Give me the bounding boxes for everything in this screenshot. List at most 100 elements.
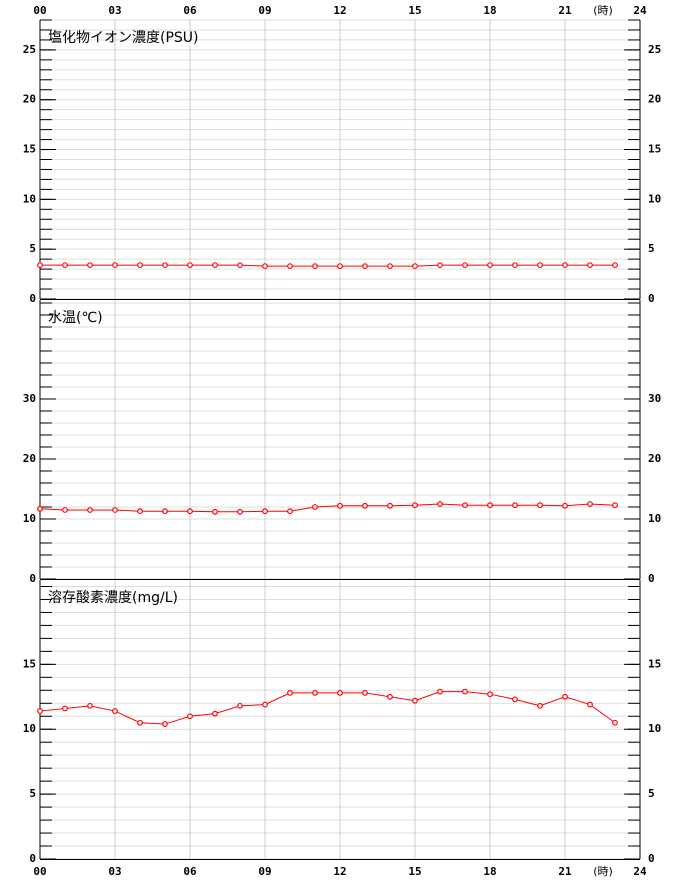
- data-point: [487, 502, 493, 509]
- data-point: [512, 262, 518, 269]
- data-point: [387, 263, 393, 270]
- x-tick-label: 09: [258, 865, 271, 878]
- x-tick-label: 18: [483, 4, 496, 17]
- x-tick-label: 12: [333, 4, 346, 17]
- data-point: [262, 263, 268, 270]
- data-point: [387, 502, 393, 509]
- y-tick-label: 25: [23, 43, 36, 56]
- panel-title: 塩化物イオン濃度(PSU): [48, 30, 199, 46]
- data-point: [562, 502, 568, 509]
- panel-title: 水温(℃): [48, 310, 103, 326]
- data-point: [162, 508, 168, 515]
- data-point: [137, 508, 143, 515]
- data-point: [87, 702, 93, 709]
- data-point: [587, 262, 593, 269]
- y-tick-label: 25: [648, 43, 661, 56]
- data-point: [37, 505, 43, 512]
- y-tick-label: 0: [648, 292, 655, 305]
- x-unit-label: (時): [593, 4, 613, 17]
- data-point: [262, 508, 268, 515]
- data-point: [112, 507, 118, 513]
- data-point: [362, 263, 368, 270]
- y-tick-label: 20: [23, 452, 36, 465]
- data-point: [462, 262, 468, 269]
- data-point: [312, 689, 318, 696]
- data-point: [37, 262, 43, 269]
- data-point: [612, 719, 618, 726]
- data-point: [587, 501, 593, 507]
- x-tick-label: 06: [183, 4, 197, 17]
- y-tick-label: 10: [648, 192, 661, 205]
- y-tick-label: 0: [29, 292, 36, 305]
- data-point: [612, 262, 618, 269]
- y-tick-label: 15: [648, 657, 661, 670]
- data-point: [62, 705, 68, 712]
- y-tick-label: 15: [648, 143, 661, 156]
- x-tick-label: 12: [333, 865, 346, 878]
- y-tick-label: 10: [23, 512, 36, 525]
- data-point: [362, 502, 368, 509]
- data-point: [237, 262, 243, 269]
- y-tick-label: 5: [29, 787, 36, 800]
- data-point: [462, 502, 468, 509]
- y-tick-label: 0: [648, 572, 655, 585]
- data-line: [39, 503, 616, 513]
- x-tick-label: 00: [33, 865, 46, 878]
- data-point: [412, 263, 418, 270]
- y-tick-label: 10: [648, 722, 661, 735]
- y-tick-label: 20: [23, 93, 36, 106]
- data-point: [337, 689, 343, 696]
- data-point: [187, 713, 193, 720]
- data-point: [162, 721, 168, 727]
- x-tick-label: 03: [108, 865, 121, 878]
- data-point: [287, 263, 293, 270]
- y-tick-label: 20: [648, 452, 661, 465]
- data-point: [112, 262, 118, 269]
- x-tick-label: 15: [408, 865, 421, 878]
- data-point: [62, 507, 68, 513]
- data-point: [162, 262, 168, 269]
- y-tick-label: 10: [23, 192, 36, 205]
- data-point: [287, 689, 293, 696]
- y-tick-label: 0: [29, 852, 36, 865]
- x-tick-label: 00: [33, 4, 46, 17]
- data-point: [412, 502, 418, 509]
- x-tick-label: 03: [108, 4, 121, 17]
- x-unit-label: (時): [593, 865, 613, 878]
- data-point: [137, 262, 143, 269]
- data-point: [237, 702, 243, 709]
- y-tick-label: 5: [29, 242, 36, 255]
- data-point: [312, 504, 318, 510]
- data-point: [262, 701, 268, 708]
- data-point: [487, 262, 493, 269]
- data-point: [37, 708, 43, 714]
- data-line: [40, 264, 615, 267]
- data-point: [112, 708, 118, 714]
- y-tick-label: 15: [23, 657, 36, 670]
- x-tick-label: 24: [633, 865, 647, 878]
- data-point: [412, 697, 418, 704]
- data-point: [587, 701, 593, 708]
- data-point: [562, 693, 568, 700]
- y-tick-label: 30: [648, 392, 661, 405]
- data-line: [39, 691, 616, 725]
- y-tick-label: 10: [23, 722, 36, 735]
- data-point: [512, 696, 518, 703]
- data-point: [487, 691, 493, 698]
- x-tick-label: 18: [483, 865, 496, 878]
- data-point: [137, 719, 143, 726]
- x-tick-label: 24: [633, 4, 647, 17]
- data-point: [187, 508, 193, 515]
- data-point: [337, 502, 343, 509]
- x-tick-label: 15: [408, 4, 421, 17]
- data-point: [362, 689, 368, 696]
- y-tick-label: 20: [648, 93, 661, 106]
- panel-title: 溶存酸素濃度(mg/L): [48, 590, 178, 606]
- data-point: [537, 702, 543, 709]
- data-point: [512, 502, 518, 509]
- y-tick-label: 0: [648, 852, 655, 865]
- data-point: [437, 501, 443, 507]
- data-point: [212, 710, 218, 717]
- data-point: [212, 262, 218, 269]
